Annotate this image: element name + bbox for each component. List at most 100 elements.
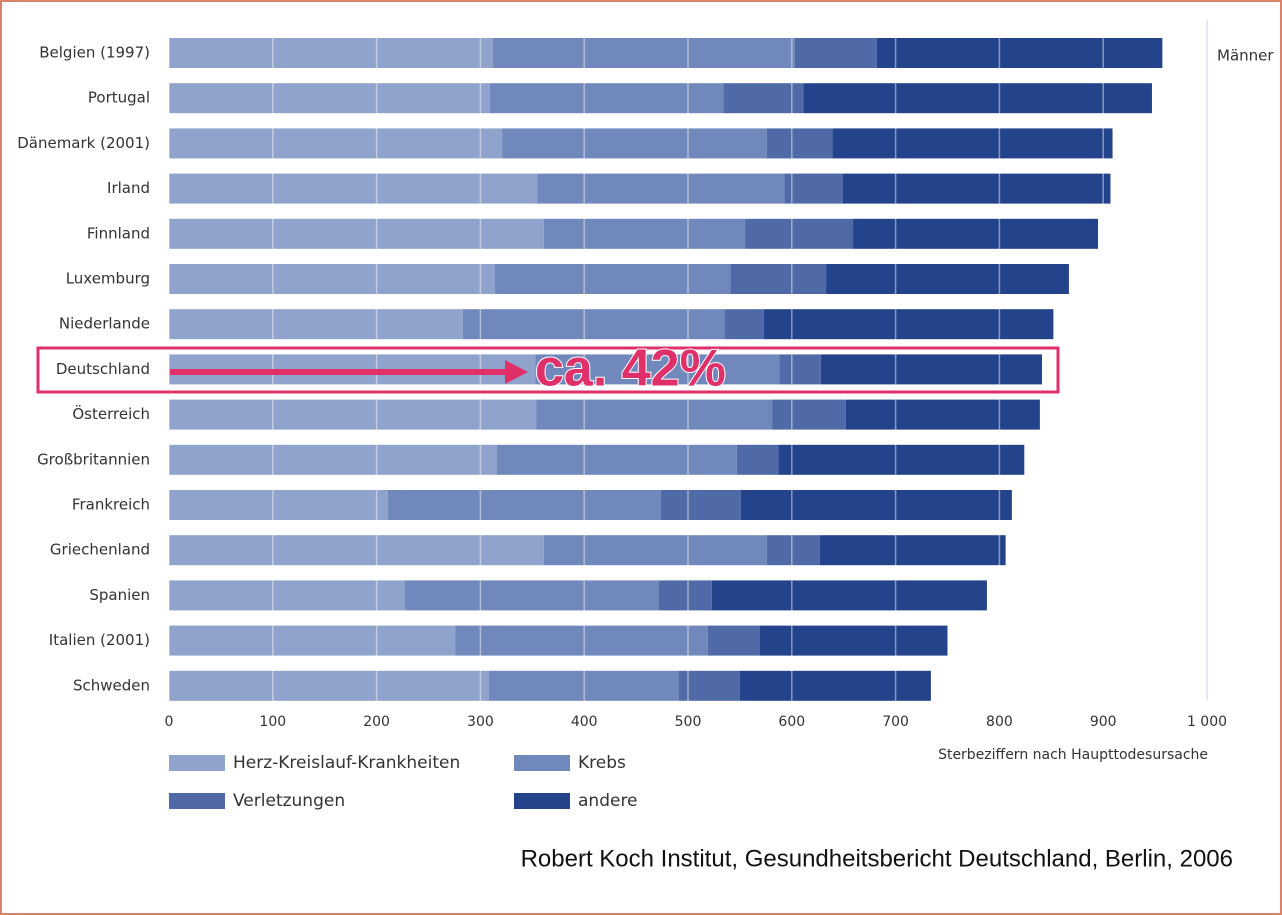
bar-segment: [723, 83, 804, 114]
bar-segment: [658, 580, 712, 611]
category-label: Luxemburg: [66, 270, 150, 288]
bar-segment: [388, 490, 662, 520]
category-label: Frankreich: [72, 496, 150, 514]
panel-label: Männer: [1217, 47, 1274, 65]
legend-label: Krebs: [578, 753, 626, 773]
bar-segment: [169, 173, 538, 204]
bar-segment: [536, 399, 773, 430]
bar-segment: [169, 490, 389, 520]
bar-segment: [766, 128, 833, 159]
legend-swatch: [514, 755, 570, 771]
bar-segment: [502, 128, 767, 159]
bar-segment: [535, 354, 780, 385]
bar-segment: [819, 535, 1006, 566]
arrow-head: [505, 360, 528, 384]
category-label: Schweden: [73, 676, 150, 694]
bar-segment: [404, 580, 659, 611]
x-tick-label: 0: [165, 714, 174, 730]
bar-segment: [832, 128, 1113, 159]
x-tick-label: 100: [259, 714, 286, 730]
bar-segment: [759, 625, 948, 656]
source: Robert Koch Institut, Gesundheitsbericht…: [521, 845, 1233, 872]
highlight-box: [36, 346, 1060, 394]
bar-segment: [853, 218, 1099, 249]
x-axis-label: Sterbeziffern nach Haupttodesursache: [938, 747, 1208, 763]
bar-segment: [543, 535, 767, 566]
bar-segment: [779, 354, 821, 385]
bar-segment: [711, 580, 987, 611]
bar-segment: [766, 535, 820, 566]
bar-segment: [724, 309, 764, 340]
bar-segment: [169, 128, 503, 159]
category-label: Großbritannien: [37, 450, 150, 468]
bar-segment: [169, 625, 456, 656]
bar-segment: [772, 399, 846, 430]
x-tick-label: 500: [675, 714, 702, 730]
bar-segment: [169, 580, 405, 611]
category-label: Deutschland: [56, 360, 150, 378]
category-label: Portugal: [88, 89, 150, 107]
bar-segment: [489, 83, 724, 114]
x-tick-label: 800: [986, 714, 1013, 730]
x-tick-label: 1 000: [1187, 714, 1227, 730]
bar-segment: [876, 38, 1163, 68]
bar-segment: [803, 83, 1152, 114]
bar-segment: [169, 218, 544, 249]
legend-swatch: [169, 755, 225, 771]
bar-segment: [169, 399, 537, 430]
annotation: ca. 42%: [535, 340, 726, 398]
category-label: Finnland: [87, 224, 150, 242]
bar-segment: [763, 309, 1054, 340]
bar-segment: [537, 173, 785, 204]
legend-swatch: [169, 793, 225, 809]
bar-segment: [455, 625, 708, 656]
bar-segment: [488, 670, 679, 701]
x-tick-label: 600: [778, 714, 805, 730]
x-tick-label: 300: [467, 714, 494, 730]
legend-label: Verletzungen: [233, 791, 345, 811]
bar-segment: [778, 444, 1025, 475]
bar-segment: [794, 38, 877, 68]
bar-segment: [745, 218, 854, 249]
bar-segment: [169, 38, 493, 68]
bar-segment: [730, 264, 827, 294]
category-label: Österreich: [72, 404, 150, 423]
bar-segment: [826, 264, 1069, 294]
bar-segment: [169, 83, 490, 114]
category-label: Dänemark (2001): [17, 134, 150, 152]
bar-segment: [169, 535, 544, 566]
legend-swatch: [514, 793, 570, 809]
bar-segment: [784, 173, 843, 204]
category-label: Niederlande: [59, 315, 150, 333]
bar-segment: [842, 173, 1111, 204]
bar-segment: [543, 218, 746, 249]
bar-segment: [707, 625, 760, 656]
bar-segment: [820, 354, 1042, 385]
category-label: Griechenland: [50, 541, 150, 559]
bar-segment: [739, 670, 931, 701]
bar-segment: [169, 444, 498, 475]
x-tick-label: 700: [882, 714, 909, 730]
bar-segment: [736, 444, 779, 475]
legend-label: Herz-Kreislauf-Krankheiten: [233, 753, 460, 773]
bar-segment: [169, 309, 463, 340]
x-tick-label: 900: [1090, 714, 1117, 730]
bar-segment: [740, 490, 1012, 520]
category-label: Belgien (1997): [39, 44, 150, 62]
category-label: Irland: [107, 179, 150, 197]
bar-segment: [169, 264, 495, 294]
bar-segment: [678, 670, 740, 701]
bar-segment: [497, 444, 737, 475]
bar-segment: [169, 670, 489, 701]
bar-segment: [845, 399, 1040, 430]
x-tick-label: 400: [571, 714, 598, 730]
bar-segment: [492, 38, 795, 68]
bar-segment: [462, 309, 725, 340]
category-label: Spanien: [89, 586, 150, 604]
x-tick-label: 200: [363, 714, 390, 730]
legend-label: andere: [578, 791, 638, 811]
bar-segment: [661, 490, 741, 520]
category-label: Italien (2001): [49, 631, 150, 649]
